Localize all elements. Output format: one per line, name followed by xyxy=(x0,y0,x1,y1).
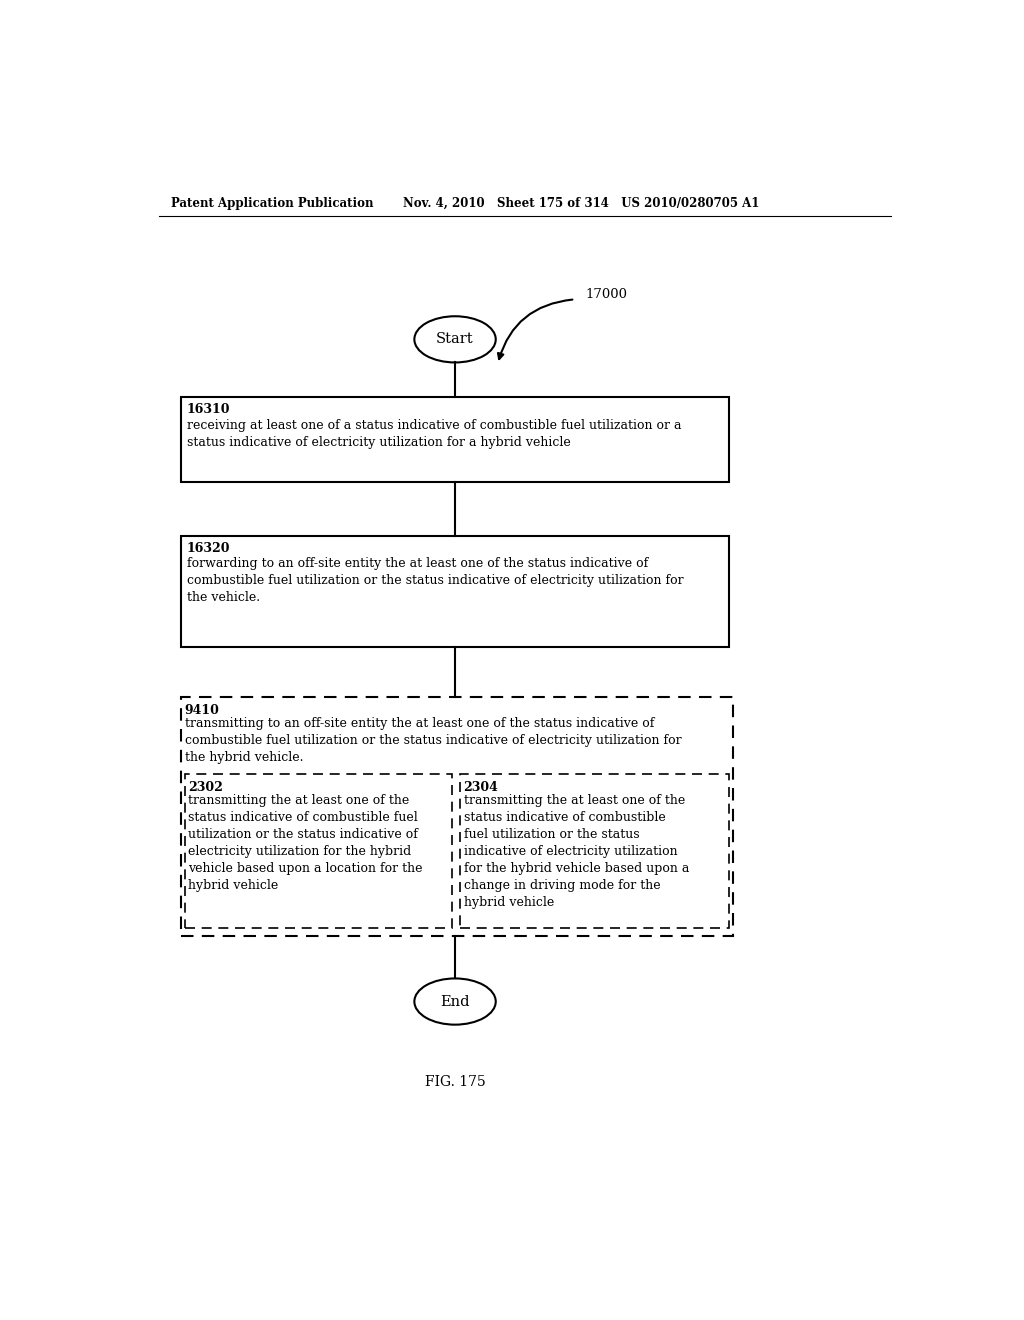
Text: Nov. 4, 2010   Sheet 175 of 314   US 2010/0280705 A1: Nov. 4, 2010 Sheet 175 of 314 US 2010/02… xyxy=(403,197,760,210)
Bar xyxy=(460,775,729,928)
Text: FIG. 175: FIG. 175 xyxy=(425,1076,485,1089)
Bar xyxy=(180,397,729,482)
Text: 9410: 9410 xyxy=(184,704,219,717)
Text: 16310: 16310 xyxy=(187,404,230,416)
Text: 2304: 2304 xyxy=(464,780,499,793)
Text: 16320: 16320 xyxy=(187,543,230,554)
Text: receiving at least one of a status indicative of combustible fuel utilization or: receiving at least one of a status indic… xyxy=(187,418,681,449)
Bar xyxy=(180,697,732,936)
Text: transmitting the at least one of the
status indicative of combustible fuel
utili: transmitting the at least one of the sta… xyxy=(188,795,423,892)
Text: End: End xyxy=(440,994,470,1008)
Text: forwarding to an off-site entity the at least one of the status indicative of
co: forwarding to an off-site entity the at … xyxy=(187,557,684,605)
Text: 2302: 2302 xyxy=(188,780,223,793)
Text: transmitting to an off-site entity the at least one of the status indicative of
: transmitting to an off-site entity the a… xyxy=(184,718,681,764)
Text: Patent Application Publication: Patent Application Publication xyxy=(171,197,373,210)
Text: Start: Start xyxy=(436,333,474,346)
Bar xyxy=(184,775,452,928)
Bar xyxy=(180,536,729,647)
Text: 17000: 17000 xyxy=(586,288,628,301)
Text: transmitting the at least one of the
status indicative of combustible
fuel utili: transmitting the at least one of the sta… xyxy=(464,795,689,909)
